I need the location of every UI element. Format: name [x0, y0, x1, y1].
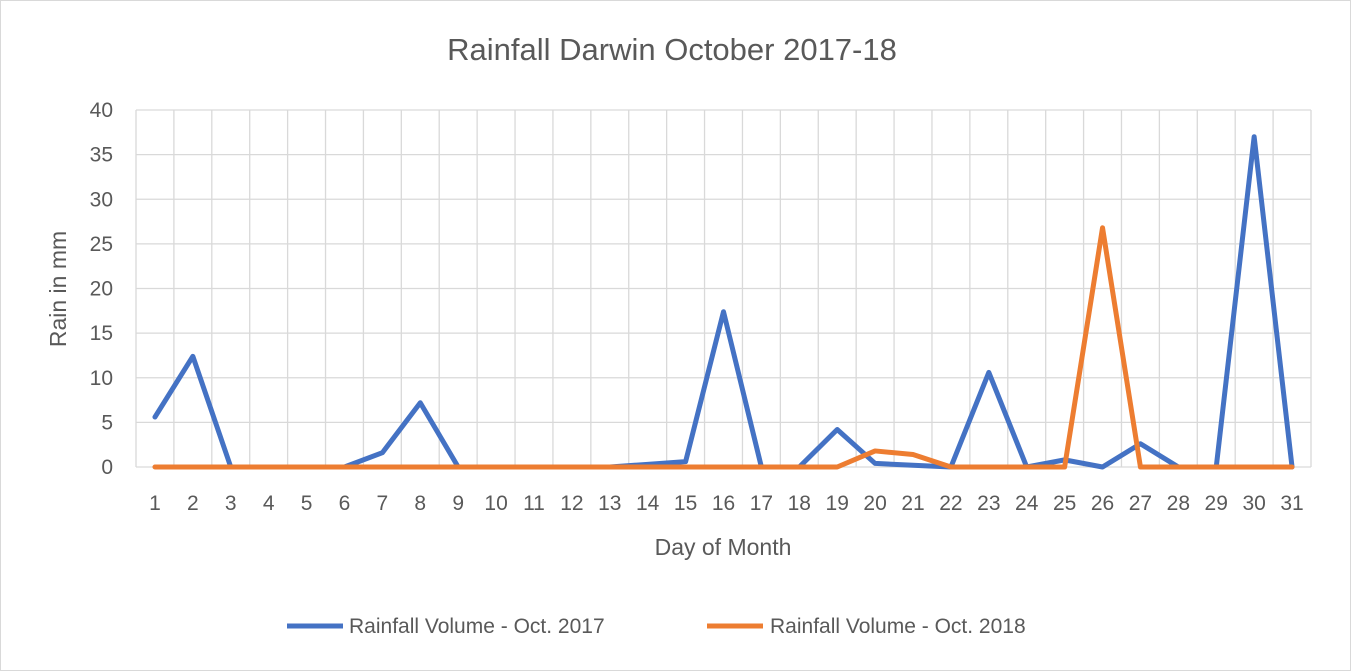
x-tick-label: 27	[1129, 492, 1152, 515]
x-tick-label: 20	[863, 492, 886, 515]
x-tick-label: 16	[712, 492, 735, 515]
y-tick-label: 0	[101, 456, 113, 479]
x-tick-label: 19	[826, 492, 849, 515]
x-tick-label: 5	[301, 492, 313, 515]
x-tick-label: 6	[339, 492, 351, 515]
legend-label-2017: Rainfall Volume - Oct. 2017	[349, 615, 605, 638]
x-tick-label: 10	[484, 492, 507, 515]
x-tick-label: 24	[1015, 492, 1039, 515]
gridlines	[135, 109, 1312, 468]
y-tick-label: 25	[90, 233, 113, 256]
x-tick-label: 25	[1053, 492, 1076, 515]
x-tick-label: 26	[1091, 492, 1114, 515]
y-tick-label: 10	[90, 367, 113, 390]
y-axis-title: Rain in mm	[45, 231, 71, 347]
legend: Rainfall Volume - Oct. 2017 Rainfall Vol…	[287, 615, 1026, 638]
series-lines	[152, 134, 1295, 470]
x-tick-label: 21	[901, 492, 924, 515]
x-tick-label: 29	[1205, 492, 1228, 515]
y-tick-label: 20	[90, 278, 113, 301]
x-tick-label: 17	[750, 492, 773, 515]
chart-title: Rainfall Darwin October 2017-18	[447, 32, 897, 67]
legend-label-2018: Rainfall Volume - Oct. 2018	[770, 615, 1026, 638]
series-line-2018	[152, 225, 1295, 470]
x-tick-label: 11	[523, 492, 545, 515]
x-tick-label: 7	[377, 492, 389, 515]
x-tick-label: 8	[414, 492, 426, 515]
x-tick-label: 30	[1242, 492, 1265, 515]
x-tick-label: 14	[636, 492, 660, 515]
x-tick-label: 22	[939, 492, 962, 515]
x-tick-label: 2	[187, 492, 199, 515]
x-tick-label: 1	[149, 492, 161, 515]
x-tick-label: 4	[263, 492, 275, 515]
x-tick-label: 23	[977, 492, 1000, 515]
x-tick-label: 31	[1280, 492, 1303, 515]
x-tick-label: 28	[1167, 492, 1190, 515]
x-tick-label: 9	[452, 492, 464, 515]
x-tick-label: 18	[788, 492, 811, 515]
x-axis-title: Day of Month	[655, 534, 792, 560]
y-tick-label: 15	[90, 322, 113, 345]
y-axis-ticks: 0 5 10 15 20 25 30 35 40	[90, 99, 113, 479]
y-tick-label: 40	[90, 99, 113, 122]
x-tick-label: 12	[560, 492, 583, 515]
x-tick-label: 13	[598, 492, 621, 515]
x-tick-label: 15	[674, 492, 697, 515]
y-tick-label: 35	[90, 144, 113, 167]
y-tick-label: 5	[101, 411, 113, 434]
x-axis-ticks: 1 2 3 4 5 6 7 8 9 10 11 12 13 14 15 16 17 18 19 20 21 22 23 24 2…	[149, 492, 1304, 515]
x-tick-label: 3	[225, 492, 237, 515]
y-tick-label: 30	[90, 188, 113, 211]
